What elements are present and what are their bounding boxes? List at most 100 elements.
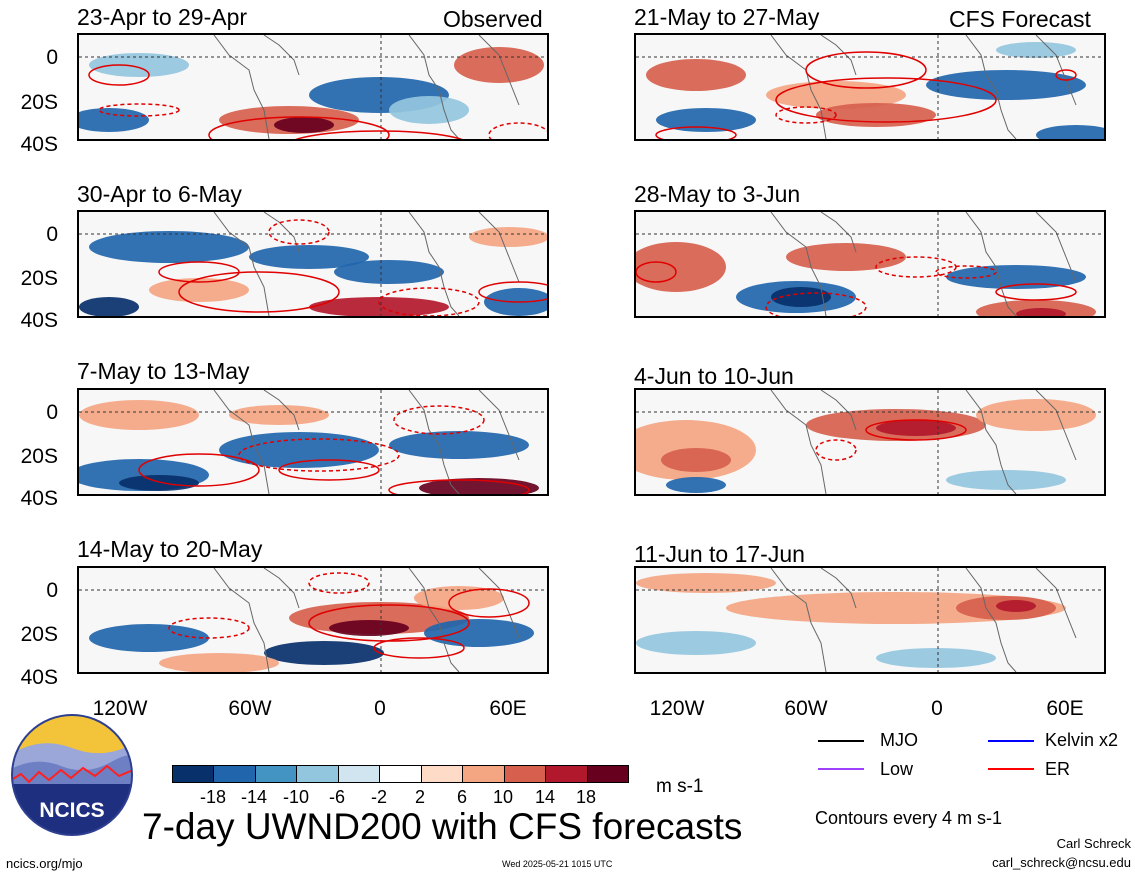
anomaly-region (419, 478, 539, 494)
er-contour (308, 572, 370, 594)
er-contour (393, 405, 485, 435)
anomaly-region (414, 586, 504, 610)
colorbar-swatch (586, 765, 629, 783)
colorbar-ticks: -18 -14 -10 -6 -2 2 6 10 14 18 (172, 788, 628, 810)
er-contour (995, 283, 1077, 301)
er-contour (208, 116, 390, 139)
er-contour (158, 261, 240, 283)
y-tick-40s-p1: 40S (20, 133, 58, 156)
er-contour (636, 261, 677, 283)
plot-panel-2 (77, 210, 549, 318)
legend-low-label: Low (880, 759, 914, 779)
heatmap-3 (79, 390, 547, 494)
x-tick-60e-right: 60E (1046, 697, 1084, 720)
plot-panel-4 (77, 566, 549, 674)
cb-tick-5: -2 (370, 787, 387, 807)
er-contour (88, 64, 150, 86)
er-contour (775, 77, 997, 123)
author-email[interactable]: carl_schreck@ncsu.edu (992, 855, 1131, 870)
y-tick-20s-p1: 20S (20, 91, 58, 114)
anomaly-region (996, 42, 1076, 58)
cb-tick-1: -18 (199, 787, 226, 807)
legend-kelvin-line (988, 740, 1034, 742)
er-contour (478, 281, 547, 303)
anomaly-region (771, 287, 831, 307)
er-contour (448, 588, 530, 618)
ncics-logo: NCICS (11, 714, 133, 836)
er-contour (935, 265, 997, 279)
colorbar-swatch (296, 765, 339, 783)
colorbar-swatch (545, 765, 588, 783)
y-tick-40s-p3: 40S (20, 487, 58, 510)
heatmap-7 (636, 390, 1104, 494)
legend-er-label: ER (1045, 759, 1071, 779)
panel-title-5: 21-May to 27-May (634, 4, 820, 30)
legend-er-line (988, 768, 1034, 770)
anomaly-region (469, 227, 547, 247)
colorbar-boxes (172, 765, 629, 785)
er-contour (295, 130, 463, 139)
plot-panel-7 (634, 388, 1106, 496)
y-tick-0-p1: 0 (46, 46, 58, 69)
main-title: 7-day UWND200 with CFS forecasts (142, 806, 743, 847)
y-tick-20s-p2: 20S (20, 267, 58, 290)
y-tick-20s-p3: 20S (20, 445, 58, 468)
er-contour (278, 459, 380, 481)
coastline (770, 212, 1077, 316)
site-link[interactable]: ncics.org/mjo (6, 856, 83, 871)
er-contour (373, 637, 465, 659)
x-tick-120w-right: 120W (649, 697, 705, 720)
anomaly-region (159, 653, 279, 672)
anomaly-region (89, 231, 249, 263)
er-contour (775, 106, 837, 124)
coastline (213, 35, 520, 139)
x-tick-0-right: 0 (931, 697, 943, 720)
plot-panel-6 (634, 210, 1106, 318)
x-tick-120w-left: 120W (92, 697, 148, 720)
panel-title-4: 14-May to 20-May (77, 536, 263, 562)
panel-title-3: 7-May to 13-May (77, 358, 250, 384)
cb-tick-2: -14 (240, 787, 267, 807)
colorbar-swatch (213, 765, 256, 783)
er-contour (138, 453, 260, 487)
panel-title-1: 23-Apr to 29-Apr (77, 4, 248, 30)
author-name: Carl Schreck (1056, 836, 1131, 851)
plot-panel-8 (634, 566, 1106, 674)
heatmap-4 (79, 568, 547, 672)
anomaly-region (636, 631, 756, 655)
colorbar-swatch (254, 765, 298, 783)
anomaly-region (389, 96, 469, 124)
heatmap-8 (636, 568, 1104, 672)
anomaly-region (79, 400, 199, 430)
er-contour (1055, 69, 1077, 81)
anomaly-region (666, 477, 726, 493)
legend-mjo-line (818, 740, 864, 742)
panel-title-7: 4-Jun to 10-Jun (634, 363, 794, 389)
anomaly-region (119, 475, 199, 491)
er-contour (378, 287, 480, 316)
anomaly-region (1036, 125, 1104, 139)
heatmap-5 (636, 35, 1104, 139)
contour-note: Contours every 4 m s-1 (815, 808, 1003, 828)
coastline (213, 568, 520, 672)
cb-tick-4: -6 (328, 787, 345, 807)
coastline (213, 390, 520, 494)
coastline (213, 212, 520, 316)
er-contour (815, 439, 857, 461)
anomaly-region (976, 300, 1096, 316)
anomaly-region (996, 600, 1036, 612)
anomaly-region (274, 117, 334, 133)
anomaly-region (926, 70, 1086, 100)
coastline (770, 390, 1077, 494)
colorbar-swatch (503, 765, 547, 783)
anomaly-region (264, 641, 384, 665)
logo-text: NCICS (39, 799, 104, 822)
observed-label: Observed (443, 6, 543, 32)
y-tick-40s-p4: 40S (20, 666, 58, 689)
x-tick-60w-left: 60W (228, 697, 272, 720)
plot-panel-3 (77, 388, 549, 496)
anomaly-region (249, 245, 369, 269)
y-tick-20s-p4: 20S (20, 623, 58, 646)
forecast-label: CFS Forecast (949, 6, 1091, 32)
anomaly-region (876, 648, 996, 668)
